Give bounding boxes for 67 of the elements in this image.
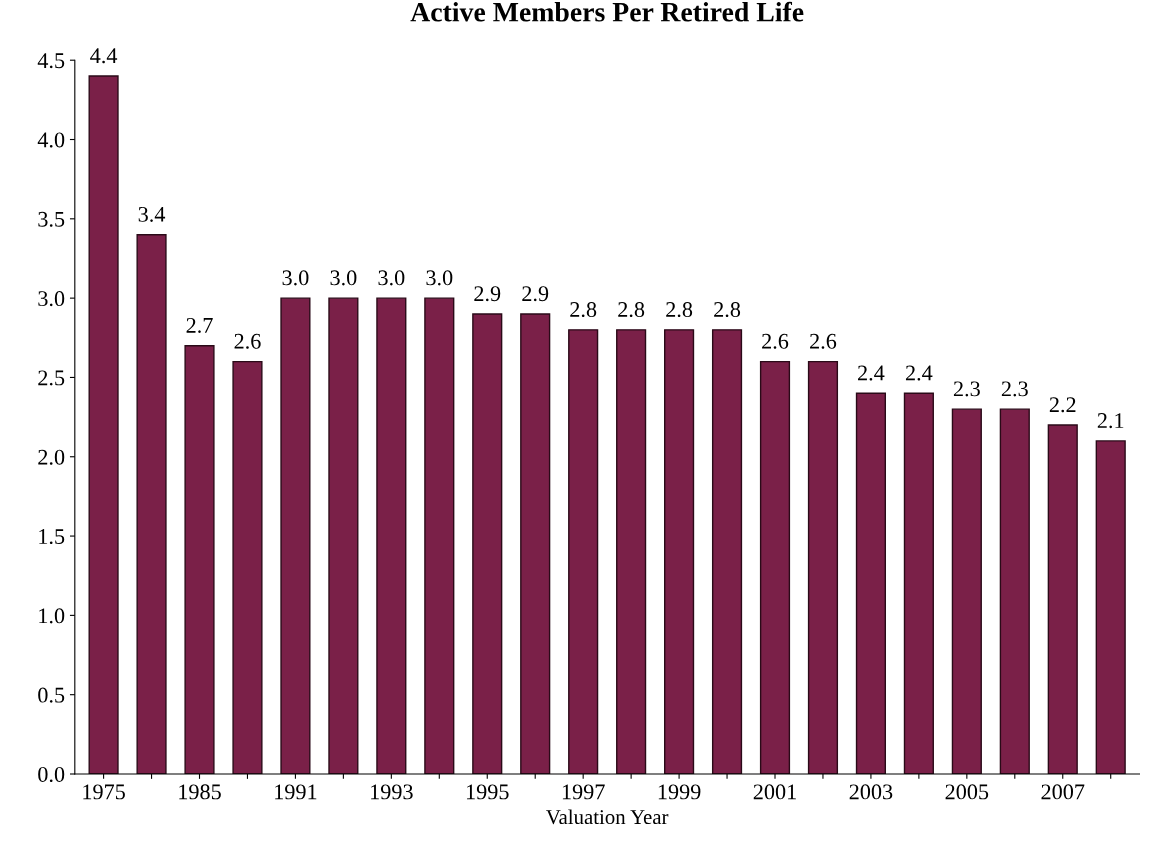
x-tick-label: 2005 <box>945 784 989 800</box>
chart-title: Active Members Per Retired Life <box>410 1 804 22</box>
bar <box>807 360 839 774</box>
x-tick-label: 2007 <box>1041 784 1085 800</box>
bar <box>664 329 695 774</box>
y-tick-label: 4.0 <box>37 132 65 148</box>
bar <box>1095 440 1126 774</box>
data-label: 2.1 <box>1097 413 1124 429</box>
bar <box>184 345 215 774</box>
data-label: 3.0 <box>282 270 309 286</box>
bar <box>568 329 599 774</box>
x-tick-label: 1995 <box>466 784 509 800</box>
y-tick-label: 3.0 <box>38 291 65 307</box>
data-label: 2.3 <box>953 381 980 397</box>
bar <box>136 233 167 774</box>
data-label: 2.4 <box>905 365 933 381</box>
x-tick-label: 1999 <box>658 784 701 800</box>
data-label: 3.0 <box>330 270 357 286</box>
bar <box>328 297 359 774</box>
x-tick-label: 1975 <box>83 784 125 800</box>
data-label: 2.6 <box>234 333 261 349</box>
data-label: 2.8 <box>618 302 645 318</box>
data-label: 2.4 <box>858 365 885 381</box>
data-label: 2.9 <box>474 286 501 302</box>
data-label: 2.2 <box>1049 397 1076 413</box>
bar <box>999 408 1030 774</box>
y-tick-label: 2.0 <box>38 449 65 465</box>
data-label: 3.0 <box>378 270 405 286</box>
data-label: 2.7 <box>186 317 213 333</box>
y-tick-label: 1.5 <box>39 529 65 545</box>
y-tick-label: 0.5 <box>38 687 65 703</box>
x-tick-label: 2001 <box>753 784 796 800</box>
data-label: 2.6 <box>810 333 837 349</box>
x-tick-label: 1991 <box>275 784 317 800</box>
data-label: 2.6 <box>762 333 789 349</box>
bar <box>759 360 791 774</box>
data-label: 2.8 <box>570 302 597 318</box>
bar <box>472 313 503 774</box>
y-tick-label: 3.5 <box>38 211 65 227</box>
bar <box>232 360 263 774</box>
bar <box>616 329 647 774</box>
bar <box>424 297 455 774</box>
bar <box>711 329 743 774</box>
bar <box>855 392 887 774</box>
bar <box>88 75 119 774</box>
data-label: 3.0 <box>426 270 453 286</box>
x-tick-label: 1997 <box>562 784 605 800</box>
data-label: 3.4 <box>138 206 166 222</box>
x-axis-title: Valuation Year <box>546 809 669 825</box>
y-tick-label: 4.5 <box>37 53 65 69</box>
data-label: 2.8 <box>666 302 693 318</box>
bar <box>376 297 407 774</box>
y-tick-label: 2.5 <box>38 370 65 386</box>
data-label: 2.3 <box>1001 381 1028 397</box>
x-tick-label: 1985 <box>179 784 221 800</box>
bar <box>520 313 551 774</box>
x-tick-label: 1993 <box>371 784 413 800</box>
y-tick-label: 1.0 <box>39 608 65 624</box>
y-tick-label: 0.0 <box>38 766 65 783</box>
data-label: 4.4 <box>90 48 118 64</box>
bar <box>903 392 934 774</box>
bar <box>951 408 982 774</box>
bar <box>1047 424 1078 774</box>
data-label: 2.9 <box>522 286 549 302</box>
x-tick-label: 2003 <box>849 784 893 800</box>
bar <box>280 297 311 774</box>
data-label: 2.8 <box>714 302 741 318</box>
